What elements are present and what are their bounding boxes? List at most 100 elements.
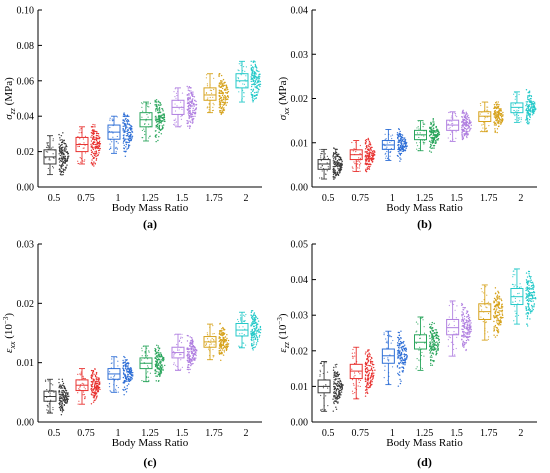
scatter-point bbox=[254, 322, 257, 324]
box-jitter-point bbox=[212, 102, 214, 104]
scatter-point bbox=[529, 318, 531, 320]
scatter-point bbox=[465, 339, 468, 342]
scatter-point bbox=[494, 130, 496, 132]
box-jitter-point bbox=[47, 167, 49, 170]
scatter-point bbox=[435, 336, 438, 339]
scatter-point bbox=[370, 146, 372, 149]
box-jitter-point bbox=[176, 348, 179, 350]
box-jitter-point bbox=[453, 324, 455, 327]
box-jitter-point bbox=[418, 147, 420, 150]
scatter-point bbox=[525, 101, 528, 103]
box-jitter-point bbox=[213, 338, 215, 341]
scatter-point bbox=[531, 114, 534, 116]
scatter-point bbox=[218, 75, 220, 78]
scatter-point bbox=[92, 401, 95, 403]
scatter-point bbox=[501, 118, 504, 120]
box-jitter-point bbox=[383, 334, 385, 336]
scatter-point bbox=[130, 128, 132, 130]
scatter-point bbox=[430, 151, 433, 153]
scatter-point bbox=[335, 408, 338, 410]
scatter-point bbox=[465, 342, 468, 344]
scatter-point bbox=[191, 99, 193, 101]
scatter-point bbox=[402, 350, 404, 352]
box-jitter-point bbox=[108, 148, 111, 150]
scatter-point bbox=[365, 367, 368, 370]
scatter-point bbox=[221, 352, 223, 354]
box-jitter-point bbox=[449, 126, 451, 129]
scatter-point bbox=[257, 90, 259, 92]
box-jitter-point bbox=[238, 345, 240, 347]
scatter-point bbox=[366, 160, 368, 162]
scatter-point bbox=[126, 122, 129, 124]
scatter-point bbox=[218, 73, 221, 75]
scatter-point bbox=[437, 342, 439, 345]
box-jitter-point bbox=[149, 102, 152, 104]
scatter-point bbox=[529, 110, 532, 113]
scatter-point bbox=[250, 332, 252, 334]
scatter-point bbox=[429, 327, 432, 329]
box-jitter-point bbox=[452, 122, 454, 124]
scatter-point bbox=[130, 125, 132, 127]
box-jitter-point bbox=[321, 150, 323, 153]
scatter-point bbox=[96, 132, 98, 135]
y-label-subscript: xx bbox=[282, 107, 291, 116]
scatter-point bbox=[334, 398, 336, 400]
scatter-point bbox=[250, 310, 253, 312]
scatter-point bbox=[463, 118, 466, 121]
scatter-point bbox=[497, 323, 500, 326]
scatter-point bbox=[460, 304, 463, 306]
scatter-point bbox=[128, 127, 130, 129]
scatter-point bbox=[335, 161, 338, 163]
box-jitter-point bbox=[389, 141, 391, 143]
scatter-point bbox=[254, 333, 256, 335]
scatter-point bbox=[126, 126, 128, 129]
box-jitter-point bbox=[319, 177, 321, 179]
box-jitter-point bbox=[320, 152, 322, 155]
scatter-point bbox=[528, 99, 530, 101]
scatter-point bbox=[436, 136, 438, 138]
scatter-point bbox=[95, 393, 98, 395]
scatter-point bbox=[124, 373, 126, 376]
scatter-point bbox=[461, 124, 464, 126]
box-jitter-point bbox=[47, 151, 49, 153]
box-jitter-point bbox=[453, 320, 455, 322]
scatter-point bbox=[493, 297, 496, 300]
box-jitter-point bbox=[423, 143, 425, 145]
scatter-point bbox=[154, 365, 157, 368]
box-jitter-point bbox=[384, 365, 386, 367]
box-jitter-point bbox=[389, 155, 391, 157]
scatter-point bbox=[430, 131, 432, 134]
box-jitter-point bbox=[245, 86, 247, 88]
box-jitter-point bbox=[173, 91, 175, 93]
scatter-point bbox=[155, 110, 157, 112]
scatter-point bbox=[368, 166, 370, 168]
scatter-point bbox=[187, 100, 189, 102]
scatter-point bbox=[494, 336, 497, 338]
scatter-point bbox=[158, 359, 161, 361]
scatter-point bbox=[528, 112, 530, 115]
scatter-point bbox=[467, 133, 469, 135]
scatter-point bbox=[63, 139, 65, 142]
scatter-point bbox=[333, 147, 335, 149]
scatter-point bbox=[498, 311, 500, 314]
box-jitter-point bbox=[487, 312, 490, 315]
scatter-point bbox=[193, 96, 196, 98]
scatter-point bbox=[366, 389, 368, 391]
scatter-point bbox=[397, 155, 399, 158]
scatter-point bbox=[192, 118, 195, 120]
scatter-point bbox=[192, 121, 194, 123]
scatter-point bbox=[93, 136, 95, 139]
scatter-point bbox=[157, 349, 160, 352]
scatter-point bbox=[372, 154, 375, 157]
scatter-point bbox=[437, 134, 439, 136]
scatter-point bbox=[91, 155, 94, 157]
scatter-point bbox=[163, 114, 165, 117]
scatter-point bbox=[219, 345, 221, 347]
scatter-point bbox=[220, 97, 223, 99]
scatter-point bbox=[496, 107, 498, 109]
scatter-point bbox=[123, 361, 125, 364]
scatter-point bbox=[164, 120, 166, 123]
scatter-point bbox=[527, 104, 529, 107]
scatter-point bbox=[222, 96, 225, 98]
category-group-0.5 bbox=[317, 147, 343, 180]
